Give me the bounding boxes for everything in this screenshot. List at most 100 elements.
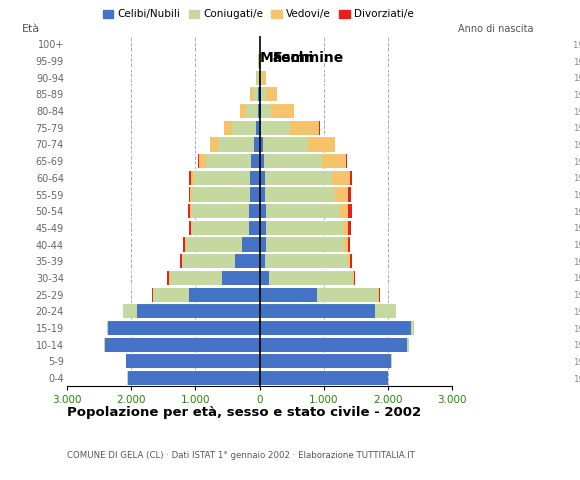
Bar — [190, 187, 192, 202]
Bar — [350, 254, 352, 268]
Bar — [264, 187, 335, 202]
Bar — [192, 221, 249, 235]
Bar — [251, 154, 260, 168]
Text: Anno di nascita: Anno di nascita — [458, 24, 534, 34]
Bar — [260, 87, 266, 101]
Bar — [191, 204, 249, 218]
Bar — [353, 271, 354, 285]
Bar — [260, 337, 407, 352]
Bar — [188, 187, 190, 202]
Bar — [322, 154, 346, 168]
Bar — [249, 204, 260, 218]
Bar — [198, 154, 199, 168]
Text: Popolazione per età, sesso e stato civile - 2002: Popolazione per età, sesso e stato civil… — [67, 406, 421, 419]
Bar — [345, 238, 347, 252]
Bar — [260, 288, 317, 302]
Bar — [260, 187, 264, 202]
Bar — [271, 104, 293, 118]
Bar — [260, 321, 411, 335]
Bar — [260, 238, 266, 252]
Bar — [260, 137, 263, 152]
Bar — [210, 137, 218, 152]
Bar — [348, 221, 351, 235]
Bar — [332, 171, 350, 185]
Bar — [317, 288, 379, 302]
Bar — [191, 171, 194, 185]
Bar — [126, 354, 260, 369]
Bar — [105, 337, 260, 352]
Bar — [124, 304, 137, 318]
Bar — [169, 271, 222, 285]
Bar — [411, 321, 414, 335]
Bar — [262, 120, 291, 135]
Bar — [261, 104, 271, 118]
Bar — [192, 187, 250, 202]
Bar — [260, 104, 261, 118]
Bar — [259, 71, 260, 85]
Bar — [407, 337, 409, 352]
Bar — [260, 371, 388, 385]
Bar — [266, 204, 340, 218]
Bar — [255, 137, 260, 152]
Bar — [260, 304, 375, 318]
Bar — [182, 254, 235, 268]
Bar — [347, 254, 350, 268]
Bar — [189, 221, 191, 235]
Bar — [258, 104, 260, 118]
Bar — [104, 337, 105, 352]
Bar — [137, 304, 260, 318]
Text: Femmine: Femmine — [273, 51, 344, 65]
Bar — [232, 120, 256, 135]
Bar — [375, 304, 396, 318]
Bar — [107, 321, 108, 335]
Bar — [260, 204, 266, 218]
Bar — [180, 254, 182, 268]
Bar — [348, 187, 351, 202]
Bar — [256, 71, 257, 85]
Bar — [188, 204, 190, 218]
Bar — [260, 221, 266, 235]
Bar — [347, 238, 350, 252]
Bar — [218, 137, 255, 152]
Bar — [235, 254, 260, 268]
Bar — [241, 238, 260, 252]
Bar — [167, 271, 169, 285]
Bar — [246, 104, 258, 118]
Bar — [266, 238, 345, 252]
Bar — [191, 221, 192, 235]
Bar — [253, 87, 258, 101]
Bar — [379, 288, 380, 302]
Bar — [186, 238, 241, 252]
Bar — [266, 221, 343, 235]
Bar — [128, 371, 260, 385]
Bar — [250, 171, 260, 185]
Bar — [260, 120, 262, 135]
Text: Maschi: Maschi — [259, 51, 314, 65]
Bar — [269, 271, 353, 285]
Bar — [222, 271, 260, 285]
Bar — [260, 171, 264, 185]
Text: COMUNE DI GELA (CL) · Dati ISTAT 1° gennaio 2002 · Elaborazione TUTTITALIA.IT: COMUNE DI GELA (CL) · Dati ISTAT 1° genn… — [67, 451, 415, 460]
Bar — [262, 71, 266, 85]
Bar — [153, 288, 189, 302]
Bar — [264, 154, 322, 168]
Bar — [260, 254, 265, 268]
Bar — [354, 271, 355, 285]
Bar — [258, 87, 260, 101]
Bar — [291, 120, 320, 135]
Bar — [194, 171, 250, 185]
Bar — [266, 87, 277, 101]
Bar — [335, 187, 348, 202]
Bar — [240, 104, 246, 118]
Bar — [190, 171, 191, 185]
Bar — [257, 71, 259, 85]
Bar — [189, 288, 260, 302]
Bar — [199, 154, 206, 168]
Bar — [264, 171, 332, 185]
Bar — [350, 171, 352, 185]
Legend: Celibi/Nubili, Coniugati/e, Vedovi/e, Divorziati/e: Celibi/Nubili, Coniugati/e, Vedovi/e, Di… — [99, 5, 418, 24]
Bar — [260, 54, 262, 68]
Bar — [348, 204, 352, 218]
Bar — [265, 254, 347, 268]
Bar — [108, 321, 260, 335]
